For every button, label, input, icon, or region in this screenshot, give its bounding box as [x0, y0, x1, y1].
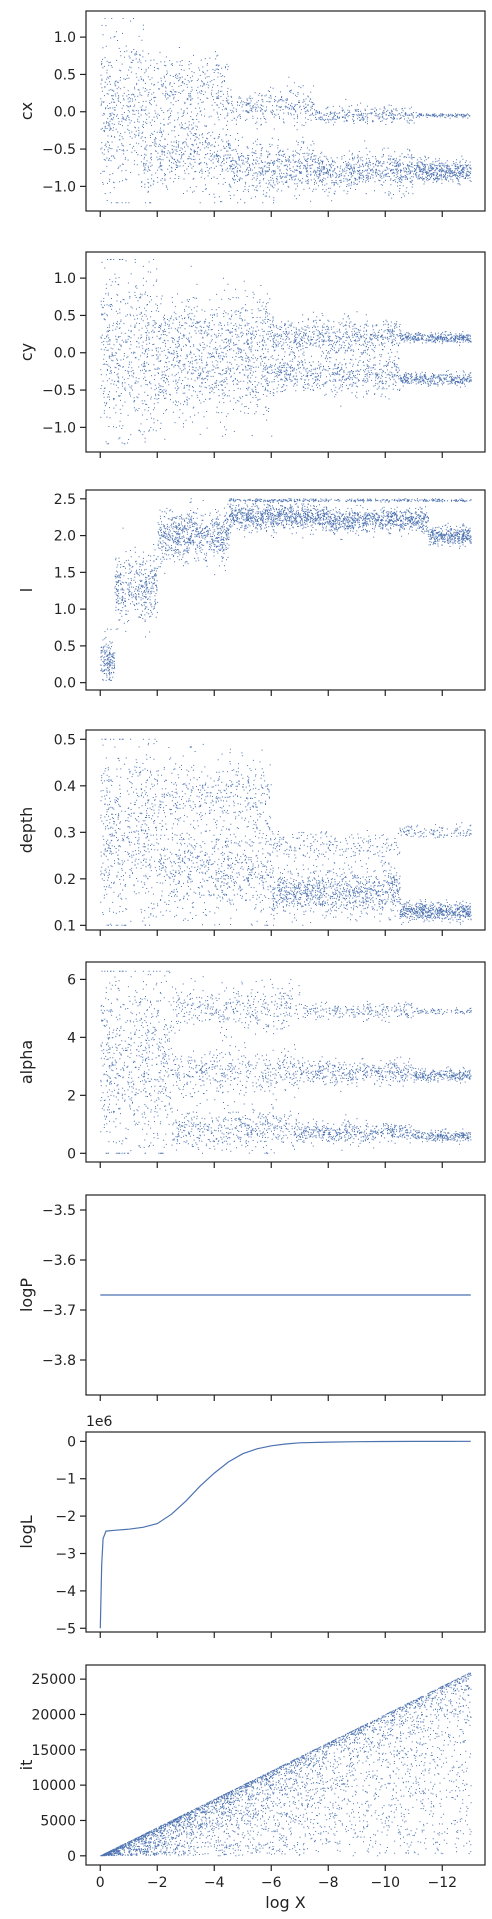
y-tick-label: 2.0 — [54, 529, 76, 545]
panel-it: 0 5000 10000 15000 20000 25000 0 −2 −4 −6 −8 −10 −12… — [17, 1664, 486, 1891]
series-cx — [100, 18, 472, 204]
axes-frame — [85, 1194, 486, 1396]
x-tick-label: −2 — [147, 1875, 168, 1891]
y-tick-label: −0.5 — [42, 383, 76, 399]
series-alpha — [100, 970, 472, 1154]
x-tick-label: −4 — [204, 1875, 225, 1891]
x-tick-label: −8 — [318, 1875, 339, 1891]
series-cy — [100, 259, 472, 445]
y-tick-label: 25000 — [31, 1672, 76, 1688]
y-axis-label: it — [17, 1760, 36, 1771]
y-tick-label: 0 — [67, 1434, 76, 1450]
y-tick-label: −5 — [55, 1621, 76, 1637]
y-tick-label: 1.5 — [54, 565, 76, 581]
y-tick-label: 0.1 — [54, 918, 76, 934]
panel-logL: −5 −4 −3 −2 −1 0 logL 1e6 — [17, 1414, 486, 1638]
scatter-points — [100, 18, 472, 204]
y-tick-label: 0.4 — [54, 779, 76, 795]
y-axis-label: logP — [17, 1278, 36, 1312]
panel-cx: −1.0 −0.5 0.0 0.5 1.0 cx — [17, 10, 486, 217]
y-tick-label: 0.0 — [54, 105, 76, 121]
y-tick-label: 1.0 — [54, 602, 76, 618]
scatter-points — [100, 498, 472, 681]
y-tick-label: −3.5 — [42, 1203, 76, 1219]
y-tick-label: 0.0 — [54, 676, 76, 692]
x-tick-label: −6 — [261, 1875, 282, 1891]
y-tick-label: −1.0 — [42, 179, 76, 195]
panel-alpha: 0 2 4 6 alpha — [17, 961, 486, 1168]
y-tick-label: −4 — [55, 1584, 76, 1600]
y-tick-label: −1.0 — [42, 420, 76, 436]
y-tick-label: 0.5 — [54, 67, 76, 83]
x-tick-label: 0 — [96, 1875, 105, 1891]
panel-logP: −3.8 −3.7 −3.6 −3.5 logP — [17, 1194, 486, 1401]
y-axis-label: l — [17, 588, 36, 592]
axes-frame — [85, 251, 486, 453]
y-tick-label: 0 — [67, 1849, 76, 1865]
series-l — [100, 498, 472, 681]
x-tick-label: −10 — [370, 1875, 400, 1891]
y-axis-label: cx — [17, 102, 36, 120]
y-tick-label: 15000 — [31, 1743, 76, 1759]
line-logL — [99, 1440, 471, 1629]
panel-cy: −1.0 −0.5 0.0 0.5 1.0 cy — [17, 251, 486, 458]
y-axis-label: alpha — [17, 1040, 36, 1084]
y-tick-label: 1.0 — [54, 30, 76, 46]
panel-depth: 0.1 0.2 0.3 0.4 0.5 depth — [17, 729, 486, 936]
y-tick-label: −3.6 — [42, 1253, 76, 1269]
series-logL — [99, 1440, 471, 1629]
y-tick-label: 1.0 — [54, 271, 76, 287]
y-tick-label: 0.3 — [54, 825, 76, 841]
series-it — [100, 1672, 472, 1857]
y-tick-label: 0.5 — [54, 639, 76, 655]
axes-frame — [85, 1431, 486, 1633]
y-tick-label: 20000 — [31, 1707, 76, 1723]
y-tick-label: 2.5 — [54, 492, 76, 508]
y-offset-text: 1e6 — [86, 1414, 113, 1430]
y-tick-label: 0 — [67, 1146, 76, 1162]
y-tick-label: −3 — [55, 1546, 76, 1562]
panels: −1.0 −0.5 0.0 0.5 1.0 cx −1.0 −0.5 0.0 0.5 1.0 cy 0.… — [17, 10, 486, 1891]
y-tick-label: 0.5 — [54, 308, 76, 324]
panel-l: 0.0 0.5 1.0 1.5 2.0 2.5 l — [17, 489, 486, 696]
axes-frame — [85, 1664, 486, 1866]
y-tick-label: −1 — [55, 1472, 76, 1488]
y-tick-label: −0.5 — [42, 142, 76, 158]
scatter-points — [100, 738, 472, 926]
y-tick-label: 4 — [67, 1030, 76, 1046]
series-depth — [100, 738, 472, 926]
y-tick-label: −2 — [55, 1509, 76, 1525]
scatter-points — [100, 970, 472, 1154]
y-tick-label: 6 — [67, 972, 76, 988]
axes-frame — [85, 489, 486, 691]
y-axis-label: depth — [17, 807, 36, 854]
x-tick-label: −12 — [427, 1875, 457, 1891]
scatter-points — [100, 1672, 472, 1857]
y-tick-label: 0.2 — [54, 872, 76, 888]
y-tick-label: 0.0 — [54, 346, 76, 362]
x-axis-label: log X — [265, 1893, 305, 1912]
axes-frame — [85, 10, 486, 212]
y-tick-label: −3.7 — [42, 1303, 76, 1319]
axes-frame — [85, 729, 486, 931]
y-tick-label: 2 — [67, 1088, 76, 1104]
scatter-points — [100, 259, 472, 445]
axes-frame — [85, 961, 486, 1163]
y-tick-label: −3.8 — [42, 1353, 76, 1369]
y-tick-label: 5000 — [40, 1813, 76, 1829]
y-axis-label: logL — [17, 1515, 36, 1548]
y-tick-label: 0.5 — [54, 732, 76, 748]
y-axis-label: cy — [17, 343, 36, 361]
y-tick-label: 10000 — [31, 1778, 76, 1794]
